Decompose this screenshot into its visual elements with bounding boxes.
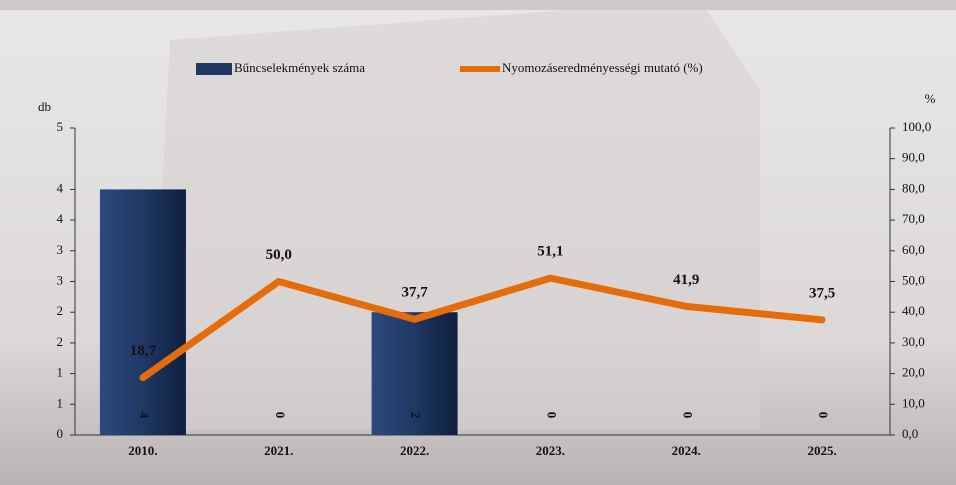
bar-value-label: 0 — [680, 412, 695, 419]
y2-tick-label: 80,0 — [902, 180, 925, 195]
y-tick-label: 3 — [57, 242, 64, 257]
legend-label: Bűncselekmények száma — [234, 60, 365, 75]
y2-tick-label: 50,0 — [902, 272, 925, 287]
legend-swatch-bar — [196, 63, 232, 75]
y2-tick-label: 60,0 — [902, 242, 925, 257]
bar-value-label: 2 — [409, 412, 424, 419]
y-tick-label: 2 — [57, 334, 64, 349]
y-tick-label: 3 — [57, 272, 64, 287]
y-tick-label: 1 — [57, 365, 64, 380]
line-value-label: 18,7 — [130, 343, 157, 359]
y2-tick-label: 0,0 — [902, 426, 918, 441]
y-tick-label: 5 — [57, 119, 64, 134]
legend-label: Nyomozáseredményességi mutató (%) — [502, 60, 703, 75]
top-strip — [0, 0, 956, 10]
y-tick-label: 1 — [57, 395, 64, 410]
line-value-label: 50,0 — [266, 247, 292, 263]
y-tick-label: 4 — [57, 180, 64, 195]
x-tick-label: 2021. — [264, 443, 293, 458]
x-tick-label: 2025. — [807, 443, 836, 458]
y2-tick-label: 90,0 — [902, 150, 925, 165]
y-tick-label: 2 — [57, 303, 64, 318]
x-tick-label: 2023. — [536, 443, 565, 458]
bar-value-label: 0 — [816, 412, 831, 419]
y-axis-label: db — [38, 99, 51, 114]
y2-axis-label: % — [925, 91, 936, 106]
line-value-label: 37,7 — [401, 285, 428, 301]
y2-tick-label: 40,0 — [902, 303, 925, 318]
bar-value-label: 0 — [544, 412, 559, 419]
line-value-label: 51,1 — [537, 244, 563, 260]
x-tick-label: 2024. — [672, 443, 701, 458]
y-tick-label: 0 — [57, 426, 64, 441]
line — [139, 274, 826, 382]
x-tick-label: 2022. — [400, 443, 429, 458]
bar — [371, 312, 458, 435]
bar — [99, 189, 186, 435]
y2-tick-label: 70,0 — [902, 211, 925, 226]
line-value-label: 37,5 — [809, 285, 835, 301]
x-tick-label: 2010. — [128, 443, 157, 458]
building — [150, 0, 760, 430]
y2-tick-label: 20,0 — [902, 365, 925, 380]
y2-tick-label: 30,0 — [902, 334, 925, 349]
y-tick-label: 4 — [57, 211, 64, 226]
y2-tick-label: 100,0 — [902, 119, 931, 134]
y2-tick-label: 10,0 — [902, 395, 925, 410]
bar-value-label: 4 — [137, 412, 152, 419]
line-value-label: 41,9 — [673, 272, 699, 288]
bar-value-label: 0 — [273, 412, 288, 419]
